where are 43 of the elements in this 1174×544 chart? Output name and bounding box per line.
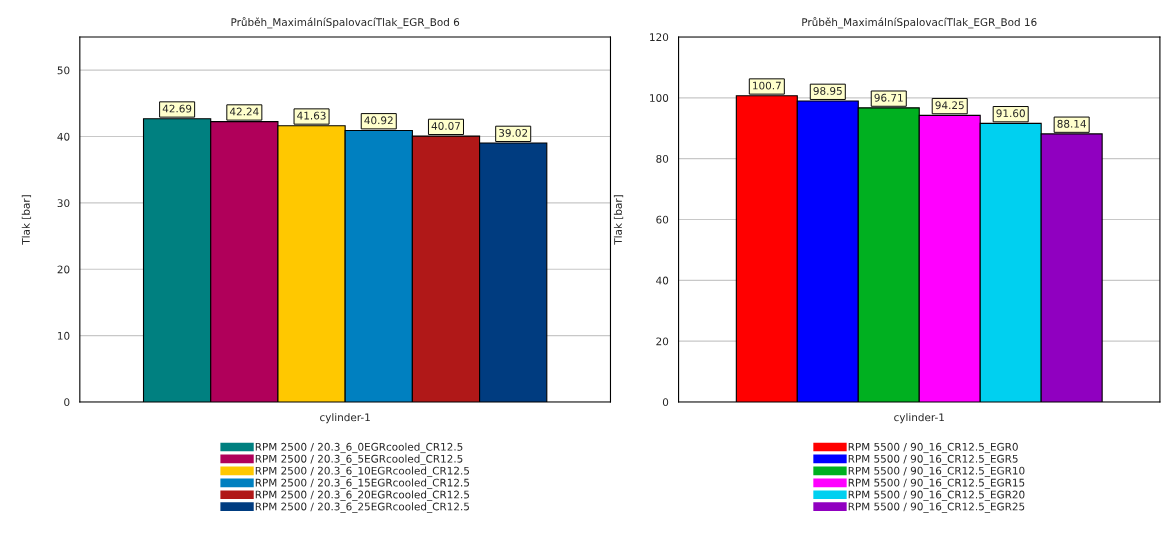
data-label: 91.60 (996, 109, 1025, 118)
y-tick-label: 120 (650, 33, 669, 42)
data-label: 40.07 (431, 122, 460, 130)
x-tick-label: cylinder-1 (320, 413, 370, 424)
legend-label: RPM 2500 / 20.3_6_5EGRcooled_CR12.5 (255, 454, 463, 465)
y-tick-label: 80 (656, 154, 669, 163)
data-label: 94.25 (935, 101, 964, 110)
data-label: 96.71 (874, 93, 903, 102)
y-tick-label: 20 (57, 265, 70, 274)
legend-label: RPM 2500 / 20.3_6_15EGRcooled_CR12.5 (255, 478, 469, 489)
y-axis-title: Tlak [bar] (21, 195, 32, 245)
y-tick-label: 40 (656, 276, 669, 285)
data-label: 98.95 (813, 86, 842, 95)
legend-label: RPM 2500 / 20.3_6_0EGRcooled_CR12.5 (255, 442, 463, 454)
legend-label: RPM 5500 / 90_16_CR12.5_EGR20 (848, 490, 1025, 501)
legend-label: RPM 5500 / 90_16_CR12.5_EGR10 (848, 466, 1025, 477)
legend-label: RPM 2500 / 20.3_6_25EGRcooled_CR12.5 (255, 502, 469, 513)
y-tick-label: 60 (656, 215, 669, 224)
legend-label: RPM 5500 / 90_16_CR12.5_EGR0 (848, 442, 1018, 454)
data-label: 100.7 (753, 81, 781, 90)
y-tick-label: 0 (64, 398, 70, 407)
y-tick-label: 20 (656, 337, 669, 346)
data-label: 41.63 (297, 111, 326, 120)
y-tick-label: 30 (57, 199, 70, 208)
data-label: 88.14 (1057, 119, 1086, 128)
data-label: 39.02 (499, 128, 528, 137)
legend-label: RPM 2500 / 20.3_6_10EGRcooled_CR12.5 (255, 466, 469, 477)
data-label: 42.69 (162, 104, 192, 113)
chart-title: Průběh_MaximálníSpalovacíTlak_EGR_Bod 6 (231, 17, 460, 29)
y-tick-label: 10 (58, 331, 70, 340)
x-tick-label: cylinder-1 (894, 413, 944, 424)
data-label: 42.24 (229, 107, 259, 116)
legend-label: RPM 5500 / 90_16_CR12.5_EGR25 (848, 502, 1025, 513)
y-axis-title: Tlak [bar] (613, 195, 624, 245)
chart-title: Průběh_MaximálníSpalovacíTlak_EGR_Bod 16 (802, 17, 1037, 29)
legend-label: RPM 2500 / 20.3_6_20EGRcooled_CR12.5 (255, 490, 469, 501)
y-tick-label: 40 (57, 132, 70, 141)
y-tick-label: 100 (650, 94, 669, 102)
y-tick-label: 50 (57, 66, 70, 75)
legend-label: RPM 5500 / 90_16_CR12.5_EGR5 (848, 454, 1018, 465)
legend-label: RPM 5500 / 90_16_CR12.5_EGR15 (848, 478, 1025, 489)
data-label: 40.92 (364, 116, 393, 125)
y-tick-label: 0 (662, 398, 669, 407)
